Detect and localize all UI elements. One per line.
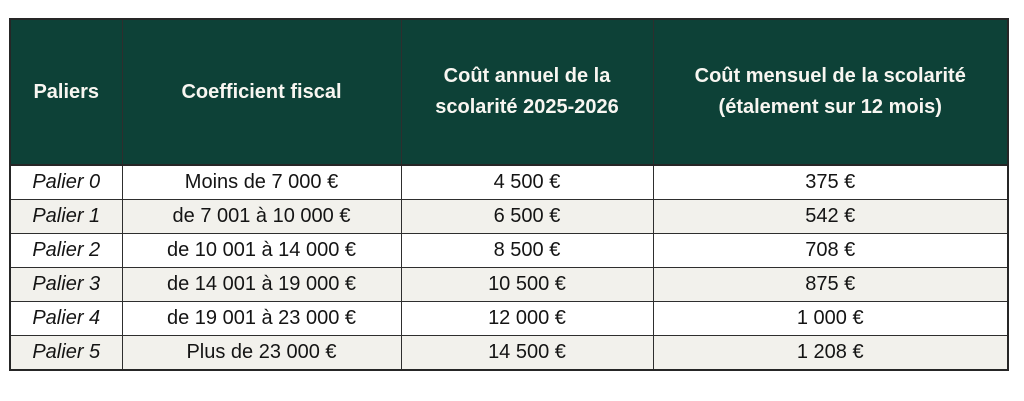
column-header-monthly-cost: Coût mensuel de la scolarité (étalement …	[652, 18, 1009, 166]
table-row: Palier 2 de 10 001 à 14 000 € 8 500 € 70…	[9, 233, 1009, 268]
table-header-row: Paliers Coefficient fiscal Coût annuel d…	[9, 18, 1009, 166]
column-header-coefficient-fiscal: Coefficient fiscal	[121, 18, 402, 166]
table-row: Palier 3 de 14 001 à 19 000 € 10 500 € 8…	[9, 267, 1009, 302]
table-row: Palier 0 Moins de 7 000 € 4 500 € 375 €	[9, 164, 1009, 200]
cell-annual-cost: 4 500 €	[400, 164, 654, 200]
cell-coefficient-fiscal: de 14 001 à 19 000 €	[121, 267, 402, 302]
cell-monthly-cost: 708 €	[652, 233, 1009, 268]
tuition-pricing-table-container: Paliers Coefficient fiscal Coût annuel d…	[9, 18, 1009, 371]
cell-annual-cost: 8 500 €	[400, 233, 654, 268]
cell-monthly-cost: 1 208 €	[652, 335, 1009, 371]
cell-annual-cost: 14 500 €	[400, 335, 654, 371]
table-row: Palier 1 de 7 001 à 10 000 € 6 500 € 542…	[9, 199, 1009, 234]
cell-monthly-cost: 1 000 €	[652, 301, 1009, 336]
cell-palier: Palier 4	[9, 301, 123, 336]
cell-coefficient-fiscal: de 19 001 à 23 000 €	[121, 301, 402, 336]
cell-palier: Palier 2	[9, 233, 123, 268]
cell-monthly-cost: 875 €	[652, 267, 1009, 302]
cell-monthly-cost: 542 €	[652, 199, 1009, 234]
cell-annual-cost: 6 500 €	[400, 199, 654, 234]
tuition-pricing-table: Paliers Coefficient fiscal Coût annuel d…	[9, 18, 1009, 371]
column-header-paliers: Paliers	[9, 18, 123, 166]
cell-monthly-cost: 375 €	[652, 164, 1009, 200]
cell-coefficient-fiscal: Plus de 23 000 €	[121, 335, 402, 371]
cell-palier: Palier 0	[9, 164, 123, 200]
cell-palier: Palier 3	[9, 267, 123, 302]
table-row: Palier 5 Plus de 23 000 € 14 500 € 1 208…	[9, 335, 1009, 371]
column-header-annual-cost: Coût annuel de la scolarité 2025-2026	[400, 18, 654, 166]
cell-coefficient-fiscal: de 7 001 à 10 000 €	[121, 199, 402, 234]
cell-annual-cost: 10 500 €	[400, 267, 654, 302]
cell-coefficient-fiscal: de 10 001 à 14 000 €	[121, 233, 402, 268]
table-row: Palier 4 de 19 001 à 23 000 € 12 000 € 1…	[9, 301, 1009, 336]
cell-palier: Palier 1	[9, 199, 123, 234]
cell-coefficient-fiscal: Moins de 7 000 €	[121, 164, 402, 200]
cell-annual-cost: 12 000 €	[400, 301, 654, 336]
cell-palier: Palier 5	[9, 335, 123, 371]
